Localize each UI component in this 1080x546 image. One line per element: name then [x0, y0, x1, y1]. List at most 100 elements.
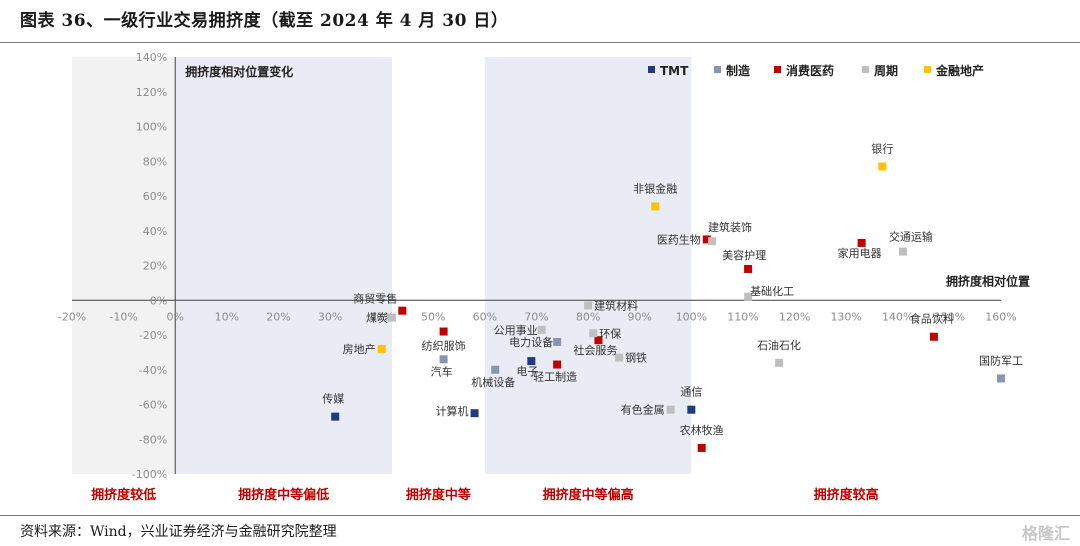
point-非银金融 [651, 202, 660, 211]
point-社会服务 [594, 336, 603, 345]
point-label-电子: 电子 [516, 365, 538, 378]
point-label-钢铁: 钢铁 [625, 352, 647, 365]
legend-label: TMT [660, 64, 689, 78]
point-钢铁 [615, 353, 624, 362]
point-国防军工 [997, 374, 1005, 383]
point-label-基础化工: 基础化工 [750, 284, 794, 298]
band-mid [391, 57, 485, 474]
point-label-农林牧渔: 农林牧渔 [680, 423, 724, 437]
zone-label: 拥挤度中等偏低 [238, 487, 329, 503]
point-label-银行: 银行 [871, 141, 893, 155]
point-label-环保: 环保 [599, 326, 621, 340]
point-通信 [687, 405, 696, 414]
y-tick-label: -40% [139, 364, 167, 377]
y-tick-label: 120% [136, 86, 167, 99]
x-tick-label: 100% [676, 310, 707, 323]
point-label-医药生物: 医药生物 [657, 232, 701, 246]
y-tick-label: 0% [150, 294, 167, 307]
point-轻工制造 [553, 360, 562, 369]
shaded-bands [72, 57, 1001, 474]
y-tick-label: -80% [139, 433, 167, 446]
x-tick-label: 80% [576, 310, 600, 323]
point-label-石油石化: 石油石化 [757, 338, 801, 352]
legend-label: 周期 [874, 63, 898, 78]
band-mid-high [484, 57, 692, 474]
point-label-轻工制造: 轻工制造 [533, 370, 577, 384]
grid-lines [72, 57, 1001, 474]
x-tick-label: 30% [318, 310, 342, 323]
watermark-logo: 格隆汇 [1021, 524, 1070, 543]
zone-label: 拥挤度较高 [814, 487, 879, 503]
point-label-机械设备: 机械设备 [471, 375, 515, 389]
x-tick-label: -10% [109, 310, 137, 323]
x-tick-label: 70% [524, 310, 548, 323]
point-label-电力设备: 电力设备 [509, 335, 553, 349]
point-label-煤炭: 煤炭 [366, 312, 388, 325]
zone-label: 拥挤度较低 [91, 487, 156, 503]
point-label-建筑材料: 建筑材料 [594, 298, 638, 312]
figure-title: 图表 36、一级行业交易拥挤度（截至 2024 年 4 月 30 日） [20, 11, 509, 31]
legend-label: 金融地产 [935, 63, 984, 78]
point-银行 [878, 162, 887, 171]
tick-labels: -20% -10% 0% 10% 20% 30% 40% 50% 60% 70% 80% 90% 100… [58, 51, 1030, 481]
point-环保 [589, 329, 598, 338]
y-tick-label: 80% [143, 155, 167, 168]
point-label-食品饮料: 食品饮料 [910, 312, 954, 326]
point-石油石化 [775, 358, 784, 367]
legend-swatch [714, 66, 721, 73]
y-axis-caption: 拥挤度相对位置变化 [185, 64, 293, 79]
point-公用事业 [537, 325, 546, 334]
point-电力设备 [553, 337, 562, 346]
x-axis-caption: 拥挤度相对位置 [946, 273, 1030, 288]
point-label-美容护理: 美容护理 [722, 248, 766, 262]
point-label-纺织服饰: 纺织服饰 [422, 339, 466, 353]
x-tick-label: 0% [166, 310, 183, 323]
point-机械设备 [491, 365, 500, 374]
point-建筑材料 [584, 301, 593, 310]
y-tick-label: 140% [136, 51, 167, 64]
point-美容护理 [744, 264, 753, 273]
point-汽车 [439, 355, 448, 364]
bottom-rule [0, 515, 1080, 516]
x-tick-label: 10% [215, 310, 239, 323]
point-label-通信: 通信 [680, 386, 702, 399]
point-label-建筑装饰: 建筑装饰 [708, 220, 752, 234]
point-农林牧渔 [697, 443, 706, 452]
x-tick-label: 140% [882, 310, 913, 323]
zone-label: 拥挤度中等 [406, 487, 471, 503]
point-基础化工 [744, 292, 753, 301]
point-煤炭 [387, 313, 396, 322]
legend-swatch [924, 66, 931, 73]
point-label-计算机: 计算机 [436, 404, 469, 418]
point-label-国防军工: 国防军工 [979, 353, 1023, 367]
point-有色金属 [666, 405, 675, 414]
point-label-交通运输: 交通运输 [889, 230, 933, 244]
zone-label: 拥挤度中等偏高 [543, 487, 634, 503]
zone-labels: 拥挤度较低 拥挤度中等偏低 拥挤度中等 拥挤度中等偏高 拥挤度较高 [91, 487, 879, 503]
point-label-传媒: 传媒 [322, 393, 344, 406]
top-rule [0, 42, 1080, 43]
y-tick-label: 20% [143, 260, 167, 273]
y-tick-label: 100% [136, 121, 167, 134]
legend-swatch [648, 66, 655, 73]
y-tick-label: 60% [143, 190, 167, 203]
point-食品饮料 [929, 332, 938, 341]
point-label-非银金融: 非银金融 [633, 181, 677, 195]
y-tick-label: -20% [139, 329, 167, 342]
point-交通运输 [898, 247, 907, 256]
point-建筑装饰 [707, 237, 716, 246]
x-tick-label: 110% [727, 310, 758, 323]
x-tick-label: 150% [934, 310, 965, 323]
x-tick-label: 160% [985, 310, 1016, 323]
point-商贸零售 [398, 306, 407, 315]
x-tick-label: 60% [473, 310, 497, 323]
point-计算机 [470, 409, 479, 418]
x-tick-label: 40% [369, 310, 393, 323]
source-note: 资料来源：Wind，兴业证券经济与金融研究院整理 [20, 524, 337, 540]
y-tick-label: -100% [132, 468, 167, 481]
point-家用电器 [857, 238, 866, 247]
x-tick-label: 50% [421, 310, 445, 323]
legend-swatch [774, 66, 781, 73]
